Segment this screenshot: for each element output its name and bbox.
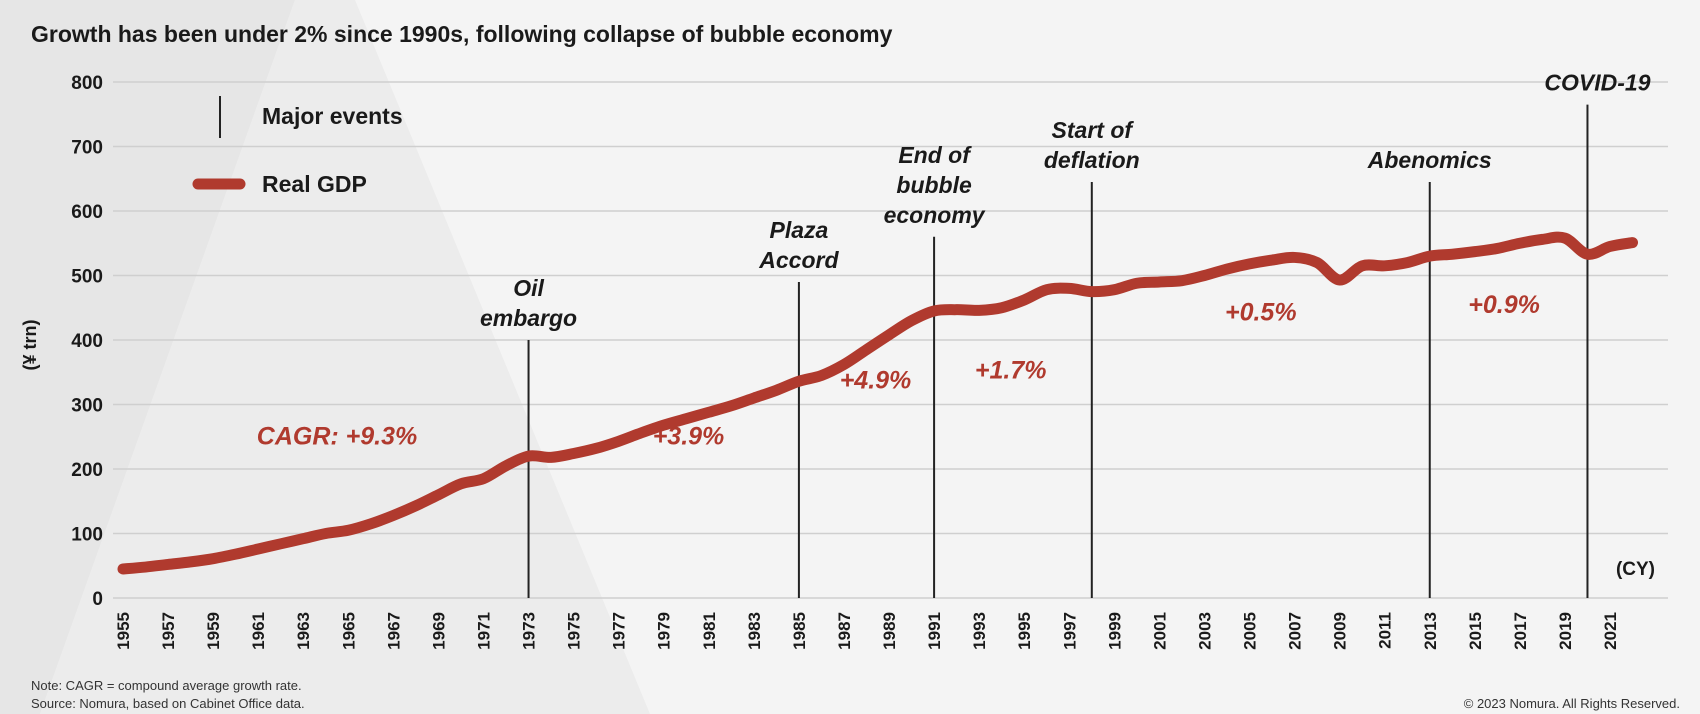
y-tick-label: 300 xyxy=(71,396,103,417)
y-axis-label: (¥ trn) xyxy=(20,320,40,371)
x-tick-label: 2005 xyxy=(1241,612,1260,650)
x-axis-unit: (CY) xyxy=(1616,559,1655,580)
event-label: Abenomics xyxy=(1367,147,1492,173)
x-tick-label: 1987 xyxy=(835,612,854,650)
event-label: COVID-19 xyxy=(1544,70,1650,96)
y-tick-label: 600 xyxy=(71,202,103,223)
event-label: Start of xyxy=(1052,117,1135,143)
x-tick-label: 1999 xyxy=(1105,612,1124,650)
y-tick-label: 400 xyxy=(71,331,103,352)
x-tick-label: 1965 xyxy=(339,612,358,650)
x-tick-label: 1969 xyxy=(429,612,448,650)
copyright: © 2023 Nomura. All Rights Reserved. xyxy=(1464,696,1680,711)
x-tick-label: 2007 xyxy=(1286,612,1305,650)
event-label: embargo xyxy=(480,305,577,331)
x-tick-label: 1961 xyxy=(249,612,268,650)
x-tick-label: 2021 xyxy=(1601,612,1620,650)
cagr-annotation: +0.5% xyxy=(1225,299,1297,327)
event-label: Accord xyxy=(758,247,839,273)
x-tick-label: 2015 xyxy=(1466,612,1485,650)
x-axis-ticks: 1955 1957 1959 1961 1963 1965 1967 1969 1971 1973… xyxy=(114,612,1620,650)
y-axis-ticks: 0 100 200 300 400 500 600 700 800 xyxy=(71,73,103,610)
x-tick-label: 1975 xyxy=(565,612,584,650)
cagr-annotation: CAGR: +9.3% xyxy=(257,422,417,450)
x-tick-label: 1977 xyxy=(610,612,629,650)
y-tick-label: 200 xyxy=(71,460,103,481)
x-tick-label: 1973 xyxy=(520,612,539,650)
x-tick-label: 1995 xyxy=(1015,612,1034,650)
event-label: deflation xyxy=(1044,147,1140,173)
legend-major-events: Major events xyxy=(262,103,403,129)
x-tick-label: 1991 xyxy=(925,612,944,650)
footnote: Note: CAGR = compound average growth rat… xyxy=(31,678,302,693)
x-tick-label: 1959 xyxy=(204,612,223,650)
cagr-annotations: CAGR: +9.3% +3.9% +4.9% +1.7% +0.5% +0.9% xyxy=(257,291,1540,451)
x-tick-label: 1985 xyxy=(790,612,809,650)
x-tick-label: 1981 xyxy=(700,612,719,650)
x-tick-label: 2019 xyxy=(1556,612,1575,650)
gridlines xyxy=(113,81,1668,599)
event-label: economy xyxy=(884,202,986,228)
x-tick-label: 1997 xyxy=(1060,612,1079,650)
x-tick-label: 1955 xyxy=(114,612,133,650)
event-lines: Oil embargo Plaza Accord End of bubble economy… xyxy=(480,70,1651,598)
x-tick-label: 1983 xyxy=(745,612,764,650)
y-tick-label: 500 xyxy=(71,267,103,288)
x-tick-label: 1957 xyxy=(159,612,178,650)
y-tick-label: 0 xyxy=(92,589,103,610)
x-tick-label: 1963 xyxy=(294,612,313,650)
cagr-annotation: +0.9% xyxy=(1468,291,1540,319)
x-tick-label: 1979 xyxy=(655,612,674,650)
series-line-real-gdp xyxy=(117,231,1639,575)
chart-title: Growth has been under 2% since 1990s, fo… xyxy=(31,21,893,47)
event-label: End of xyxy=(898,142,972,168)
legend-real-gdp: Real GDP xyxy=(262,171,367,197)
legend: Major events Real GDP xyxy=(192,96,403,197)
y-tick-label: 100 xyxy=(71,525,103,546)
x-tick-label: 1993 xyxy=(970,612,989,650)
x-tick-label: 2011 xyxy=(1376,612,1395,649)
event-label: Oil xyxy=(513,275,544,301)
cagr-annotation: +3.9% xyxy=(653,422,725,450)
y-tick-label: 800 xyxy=(71,73,103,94)
source-note: Source: Nomura, based on Cabinet Office … xyxy=(31,696,305,711)
x-tick-label: 2001 xyxy=(1150,612,1169,650)
y-tick-label: 700 xyxy=(71,138,103,159)
x-tick-label: 1967 xyxy=(384,612,403,650)
cagr-annotation: +1.7% xyxy=(975,357,1047,385)
x-tick-label: 2017 xyxy=(1511,612,1530,650)
x-tick-label: 2009 xyxy=(1331,612,1350,650)
event-label: Plaza xyxy=(769,217,828,243)
x-tick-label: 1989 xyxy=(880,612,899,650)
event-label: bubble xyxy=(896,172,972,198)
x-tick-label: 2003 xyxy=(1195,612,1214,650)
background-shade-light xyxy=(40,0,650,714)
cagr-annotation: +4.9% xyxy=(840,366,912,394)
x-tick-label: 1971 xyxy=(474,612,493,650)
x-tick-label: 2013 xyxy=(1421,612,1440,650)
